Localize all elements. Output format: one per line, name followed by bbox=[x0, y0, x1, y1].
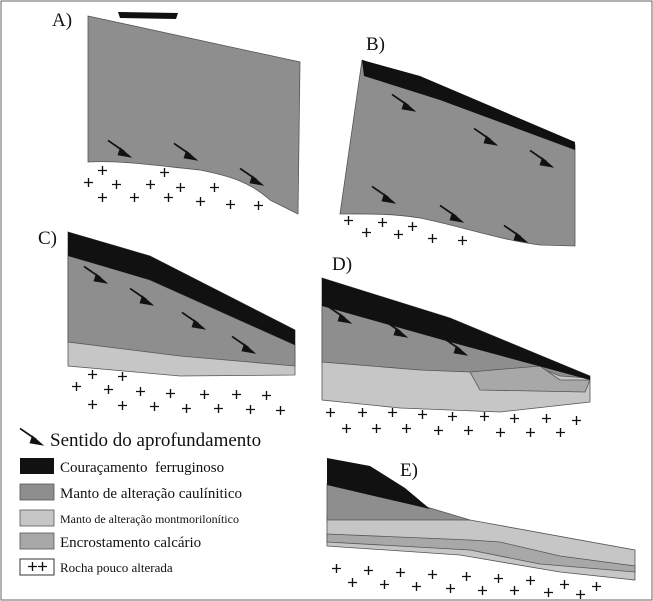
legend-swatch bbox=[20, 458, 54, 474]
panel-label: E) bbox=[400, 460, 418, 481]
figure: A) B) bbox=[0, 0, 653, 601]
legend-label: Manto de alteração montmorilonítico bbox=[60, 512, 239, 526]
panel-label: B) bbox=[366, 34, 385, 55]
legend-swatch bbox=[20, 533, 54, 549]
legend-label: Rocha pouco alterada bbox=[60, 560, 173, 575]
panel-label: D) bbox=[332, 254, 352, 275]
legend-label: Couraçamento ferruginoso bbox=[60, 460, 224, 476]
legend-label: Manto de alteração caulínitico bbox=[60, 486, 242, 502]
legend-label: Sentido do aprofundamento bbox=[50, 430, 261, 451]
panel-label: C) bbox=[38, 228, 57, 249]
panel-label: A) bbox=[52, 10, 72, 31]
legend-swatch bbox=[20, 510, 54, 526]
legend-swatch bbox=[20, 484, 54, 500]
legend-label: Encrostamento calcário bbox=[60, 535, 201, 551]
